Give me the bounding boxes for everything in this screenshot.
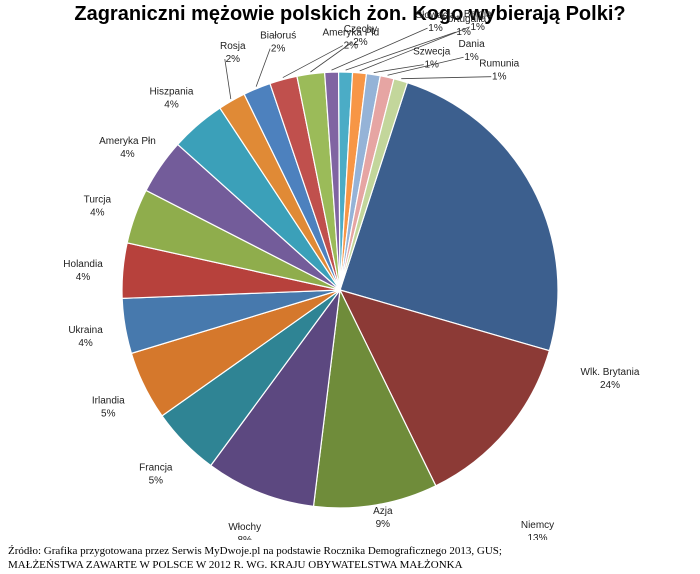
slice-label-czechy: Czechy 2% bbox=[344, 24, 377, 48]
pie-slice-azja bbox=[312, 287, 437, 509]
slice-label-rosja: Rosja 2% bbox=[220, 41, 246, 65]
slice-label-belgia: Belgia 1% bbox=[464, 9, 492, 33]
slice-label-dania: Dania 1% bbox=[459, 39, 486, 63]
leader-line-ameryka-pld bbox=[282, 45, 344, 78]
leader-line-belgia bbox=[359, 26, 470, 72]
slice-label-wlk-brytania: Wlk. Brytania 24% bbox=[581, 367, 640, 391]
slice-label-rumunia: Rumunia 1% bbox=[479, 59, 519, 83]
slice-label-niemcy: Niemcy 13% bbox=[521, 520, 554, 540]
slice-label-turcja: Turcja 4% bbox=[84, 194, 112, 218]
pie-slice-niemcy bbox=[338, 289, 551, 487]
leader-line-rumunia bbox=[401, 76, 492, 80]
leader-line-bialorus bbox=[255, 48, 271, 87]
slice-label-portugalia: Portugalia 1% bbox=[441, 14, 486, 38]
slice-label-slowacja: Słowacja 1% bbox=[416, 10, 456, 34]
leader-line-slowacja bbox=[331, 27, 428, 71]
leader-line-dania bbox=[387, 56, 464, 76]
slice-label-szwecja: Szwecja1% bbox=[413, 47, 451, 71]
slice-label-bialorus: Białoruś 2% bbox=[260, 31, 296, 55]
leader-line-rosja bbox=[224, 58, 232, 100]
slice-label-azja: Azja 9% bbox=[373, 506, 393, 530]
slice-label-wlochy: Włochy8% bbox=[228, 522, 261, 540]
slice-label-ameryka-pln: Ameryka Płn 4% bbox=[99, 136, 156, 160]
source-note-line-2: MAŁŻEŃSTWA ZAWARTE W POLSCE W 2012 R. WG… bbox=[8, 559, 463, 571]
slice-label-holandia: Holandia 4% bbox=[63, 259, 103, 283]
source-note-line-1: Źródło: Grafika przygotowana przez Serwi… bbox=[8, 545, 502, 557]
leader-line-portugalia bbox=[345, 31, 456, 71]
slice-label-ukraina: Ukraina 4% bbox=[68, 325, 103, 349]
slice-label-francja: Francja 5% bbox=[139, 463, 173, 487]
chart-title: Zagraniczni mężowie polskich żon. Kogo w… bbox=[74, 3, 626, 25]
slice-label-irlandia: Irlandia 5% bbox=[92, 395, 125, 419]
pie-slice-wlochy bbox=[209, 287, 341, 508]
slice-label-hiszpania: Hiszpania 4% bbox=[150, 87, 194, 111]
pie-slice-wlk-brytania bbox=[339, 81, 559, 352]
leader-line-czechy bbox=[310, 41, 353, 73]
pie-slice-rumunia bbox=[339, 78, 409, 291]
slice-label-ameryka-pld: Ameryka Płd 2% bbox=[322, 28, 379, 52]
leader-line-szwecja bbox=[373, 64, 424, 73]
